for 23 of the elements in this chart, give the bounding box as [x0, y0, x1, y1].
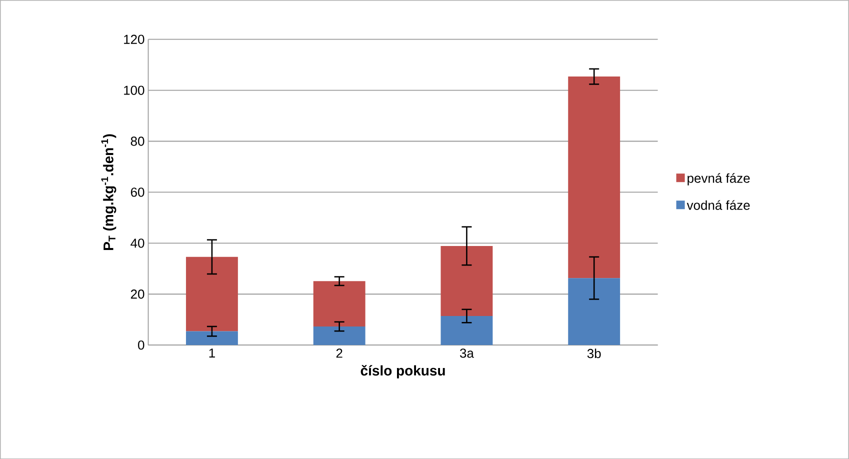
y-tick-label: 20: [130, 289, 144, 299]
y-axis-title: P$_{T}$ (mg.kg$^{-1}$.den$^{-1}$): [101, 134, 116, 250]
y-tick-label: 40: [130, 238, 144, 248]
x-tick-label: 3a: [460, 348, 474, 358]
y-tick-label: 100: [124, 86, 144, 95]
y-tick-label: 80: [130, 136, 144, 146]
y-tick-label: 0: [138, 340, 144, 350]
x-axis-title: číslo pokusu: [360, 364, 445, 378]
y-tick-label: 60: [130, 187, 144, 197]
bar: [440, 246, 493, 316]
x-tick-label: 1: [209, 348, 215, 358]
bar: [440, 316, 493, 345]
x-tick-label: 2: [336, 348, 342, 358]
bar: [186, 331, 238, 345]
bar: [568, 278, 620, 345]
legend-label: pevná fáze: [688, 172, 750, 186]
y-tick-label: 120: [124, 34, 144, 44]
bar: [313, 326, 366, 345]
legend-label: vodná fáze: [686, 200, 750, 210]
bar: [568, 76, 620, 278]
x-tick-label: 3b: [587, 348, 601, 358]
bar: [313, 280, 366, 326]
bar: [186, 256, 238, 332]
